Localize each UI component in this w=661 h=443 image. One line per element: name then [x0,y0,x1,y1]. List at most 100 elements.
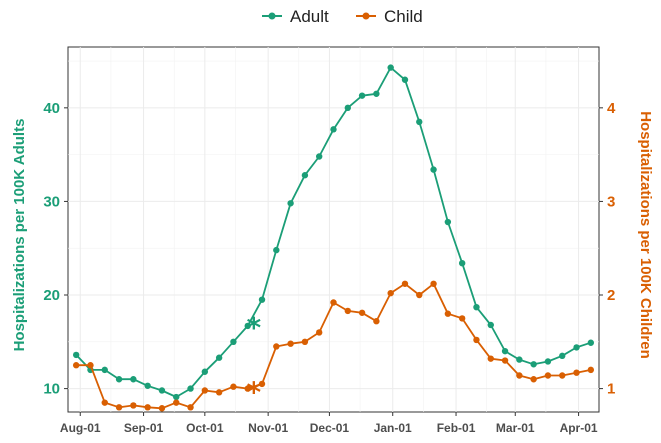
y-right-tick-label: 3 [607,193,615,210]
point-child [115,404,123,411]
point-child [530,376,537,383]
y-left-tick-label: 40 [43,100,60,117]
y-left-tick-label: 20 [43,287,60,304]
point-child [458,315,466,322]
axes: Aug-01 Sep-01 Oct-01 Nov-01 Dec-01 Jan-01 Feb-… [43,100,616,435]
point-child [573,369,580,376]
point-adult [301,172,309,179]
point-adult [473,303,480,311]
y-axis-left-title: Hospitalizations per 100K Adults [11,119,28,352]
y-right-tick-label: 2 [607,287,615,304]
point-child [258,380,266,388]
point-adult [544,358,552,365]
point-child [344,307,351,315]
point-adult [273,246,280,254]
legend-label-adult: Adult [290,7,329,26]
point-child [158,405,166,412]
point-child [416,291,423,299]
point-child [330,299,337,306]
point-adult [501,347,509,355]
point-adult [101,366,108,374]
series-layer: ** [72,64,595,412]
point-child [487,355,494,362]
point-child [559,372,566,379]
point-child [516,372,523,379]
point-adult [444,218,452,226]
point-child [373,318,380,325]
point-child [130,402,137,409]
legend-swatch-point-child [362,12,370,20]
point-adult [144,382,151,389]
point-adult [173,393,180,401]
point-adult [487,321,494,329]
point-adult [516,356,523,363]
point-child [358,309,366,316]
point-adult [430,166,437,173]
point-adult [330,126,337,133]
point-adult [559,352,566,360]
x-tick-label: Feb-01 [437,421,476,435]
point-child [72,362,80,369]
point-adult [287,200,294,207]
point-child [316,329,323,336]
point-adult [344,104,351,112]
point-child [287,340,294,347]
legend-label-child: Child [384,7,423,26]
x-tick-label: Jan-01 [374,421,412,435]
point-child [230,383,237,390]
x-tick-label: Dec-01 [310,421,350,435]
x-tick-label: Oct-01 [186,421,224,435]
y-right-tick-label: 4 [607,100,616,117]
x-tick-label: Sep-01 [124,421,164,435]
point-adult [201,368,209,375]
point-child [273,343,280,350]
point-child [444,310,452,317]
point-child [144,404,151,411]
x-tick-label: Nov-01 [248,421,288,435]
point-child [473,336,480,344]
point-adult [215,354,223,361]
point-adult [187,385,194,392]
y-right-tick-label: 1 [607,381,615,398]
x-tick-label: Mar-01 [496,421,535,435]
point-adult [530,361,537,368]
x-tick-label: Aug-01 [60,421,101,435]
point-child [201,387,209,394]
point-child [173,399,180,406]
point-child [101,399,108,406]
legend-swatch-point-adult [268,12,276,20]
point-adult [316,153,323,160]
point-adult [244,322,251,330]
point-child [544,372,552,379]
grid [68,47,599,412]
point-adult [373,90,380,97]
point-adult [387,64,394,71]
y-axis-right-title: Hospitalizations per 100K Children [637,111,654,359]
y-left-tick-label: 10 [43,381,60,398]
point-adult [573,344,580,351]
point-child [87,362,94,369]
point-child [501,357,509,364]
point-adult [158,387,166,394]
point-adult [72,351,80,359]
point-adult [416,118,423,126]
point-child [387,289,394,297]
y-left-tick-label: 30 [43,193,60,210]
point-adult [358,92,366,99]
point-adult [258,296,266,303]
point-adult [130,376,137,383]
point-child [401,280,409,287]
point-adult [458,259,466,267]
annotation-asterisk-adult: * [247,311,262,344]
point-adult [587,339,595,346]
x-tick-label: Apr-01 [560,421,598,435]
legend: Adult Child [262,7,423,26]
point-adult [230,338,237,346]
annotation-asterisk-child: * [247,375,262,408]
point-child [301,338,309,346]
point-child [244,385,251,392]
point-child [187,404,194,411]
point-child [587,366,595,374]
point-adult [401,76,409,83]
